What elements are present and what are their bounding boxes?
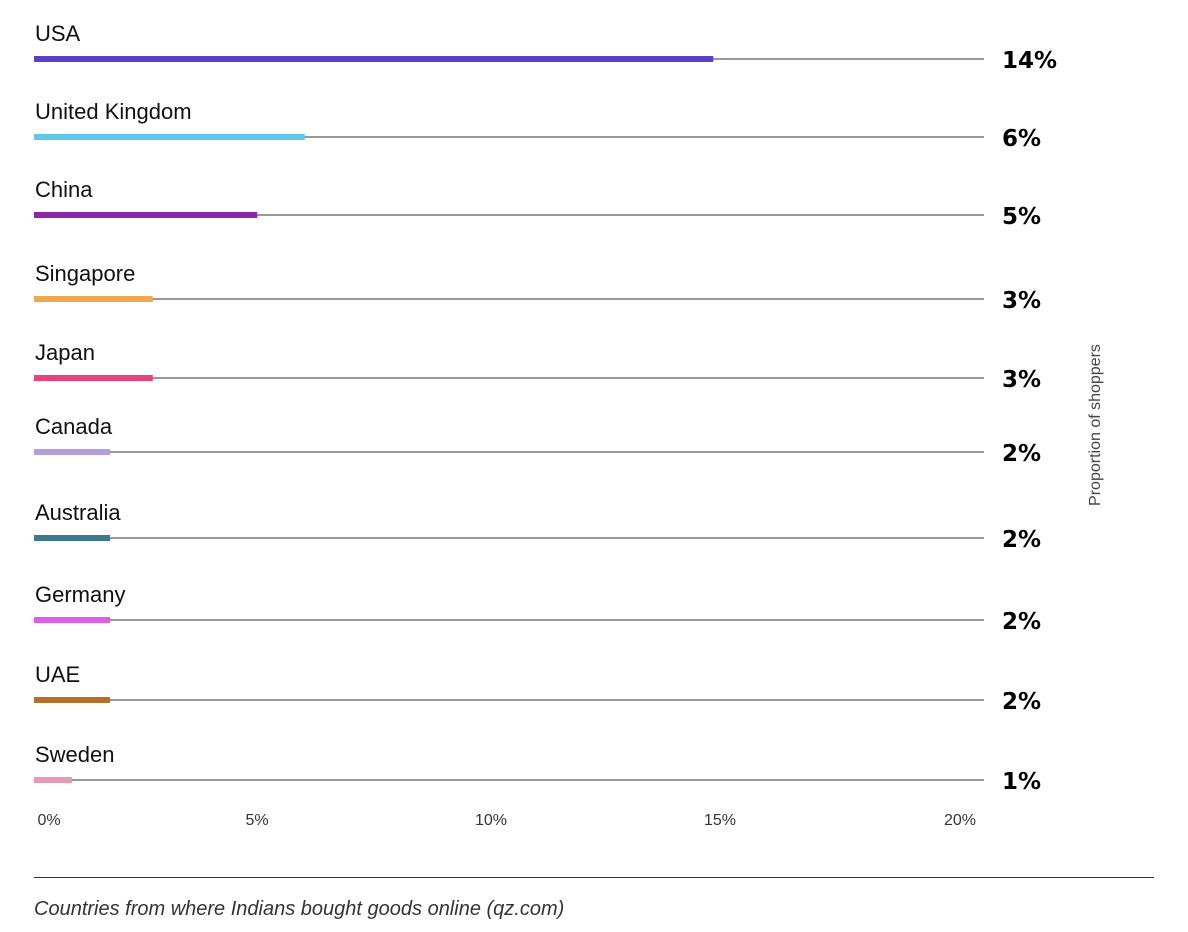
bar-singapore (34, 296, 153, 302)
bar-usa (34, 56, 714, 62)
value-label-germany: 2% (1002, 609, 1041, 635)
y-axis-label: Proportion of shoppers (1087, 344, 1104, 506)
bar-japan (34, 375, 153, 381)
bar-sweden (34, 777, 72, 783)
category-label-australia: Australia (35, 500, 121, 525)
value-label-singapore: 3% (1002, 288, 1041, 314)
category-label-canada: Canada (35, 414, 113, 439)
value-label-sweden: 1% (1002, 769, 1041, 795)
x-tick-label: 5% (245, 812, 268, 829)
bar-china (34, 212, 258, 218)
value-label-uae: 2% (1002, 689, 1041, 715)
category-label-japan: Japan (35, 340, 95, 365)
bar-canada (34, 449, 110, 455)
category-label-germany: Germany (35, 582, 125, 607)
x-tick-label: 0% (37, 812, 60, 829)
bar-uae (34, 697, 110, 703)
category-label-united-kingdom: United Kingdom (35, 99, 192, 124)
x-tick-label: 20% (944, 812, 976, 829)
category-label-singapore: Singapore (35, 261, 135, 286)
x-axis-ticks: 0% 5% 10% 15% 20% (37, 812, 976, 829)
value-label-usa: 14% (1002, 48, 1057, 74)
chart-rows: USA 14% United Kingdom 6% China 5% Singapore 3%… (34, 21, 1057, 795)
caption-divider (34, 877, 1154, 878)
x-tick-label: 15% (704, 812, 736, 829)
bar-chart: USA 14% United Kingdom 6% China 5% Singapore 3%… (34, 21, 1104, 829)
bar-united-kingdom (34, 134, 305, 140)
value-label-united-kingdom: 6% (1002, 126, 1041, 152)
chart-caption: Countries from where Indians bought good… (34, 898, 565, 920)
value-label-australia: 2% (1002, 527, 1041, 553)
category-label-uae: UAE (35, 662, 80, 687)
value-label-china: 5% (1002, 204, 1041, 230)
x-tick-label: 10% (475, 812, 507, 829)
bar-germany (34, 617, 110, 623)
bar-australia (34, 535, 110, 541)
category-label-sweden: Sweden (35, 742, 115, 767)
category-label-usa: USA (35, 21, 81, 46)
value-label-japan: 3% (1002, 367, 1041, 393)
category-label-china: China (35, 177, 93, 202)
value-label-canada: 2% (1002, 441, 1041, 467)
